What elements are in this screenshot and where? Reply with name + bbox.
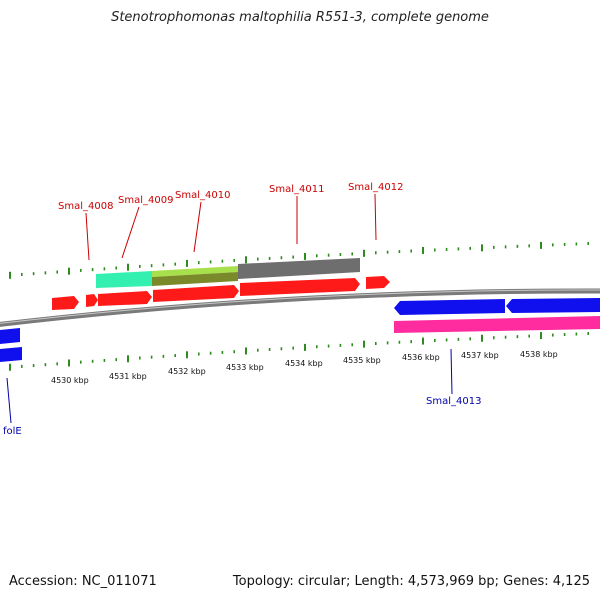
feature-block-gray[interactable]	[238, 258, 360, 279]
genome-backbone-highlight	[0, 289, 600, 324]
scale-label: 4531 kbp	[109, 372, 147, 381]
gene-label-leader	[121, 206, 140, 259]
scale-label: 4530 kbp	[51, 376, 89, 385]
gene-label-smal-4009[interactable]: Smal_4009	[118, 195, 173, 206]
scale-label: 4533 kbp	[226, 363, 264, 372]
cds-arrow[interactable]	[506, 298, 600, 313]
cds-arrow[interactable]	[86, 294, 98, 307]
accession-text: Accession: NC_011071	[9, 574, 157, 589]
cds-arrow[interactable]	[240, 278, 360, 296]
scale-label: 4534 kbp	[285, 359, 323, 368]
cds-arrow[interactable]	[0, 328, 20, 344]
feature-track-lower	[394, 316, 600, 333]
feature-block-yellowgreen[interactable]	[152, 266, 238, 277]
cds-arrow[interactable]	[98, 291, 152, 306]
gene-label-smal-4010[interactable]: Smal_4010	[175, 190, 230, 201]
gene-label-fole[interactable]: folE	[3, 426, 22, 437]
genome-backbone	[0, 288, 600, 327]
genome-summary-text: Topology: circular; Length: 4,573,969 bp…	[232, 574, 590, 589]
scale-label: 4536 kbp	[402, 353, 440, 362]
gene-label-leader	[450, 348, 453, 395]
feature-block-magenta[interactable]	[394, 316, 600, 333]
scale-label: 4532 kbp	[168, 367, 206, 376]
scale-label: 4535 kbp	[343, 356, 381, 365]
gene-label-leader	[85, 212, 90, 261]
scale-label: 4538 kbp	[520, 350, 558, 359]
cds-arrow[interactable]	[394, 299, 505, 315]
forward-cds-track	[52, 276, 390, 310]
gene-label-smal-4013[interactable]: Smal_4013	[426, 396, 481, 407]
cds-arrow[interactable]	[366, 276, 390, 289]
feature-block-teal[interactable]	[96, 271, 152, 288]
gene-label-leader	[374, 193, 377, 241]
reverse-gene-labels: Smal_4013 folE	[3, 348, 481, 437]
cds-arrow[interactable]	[153, 285, 239, 302]
gene-label-smal-4012[interactable]: Smal_4012	[348, 182, 403, 193]
gene-label-smal-4011[interactable]: Smal_4011	[269, 184, 324, 195]
map-title: Stenotrophomonas maltophilia R551-3, com…	[111, 10, 489, 25]
scale-label: 4537 kbp	[461, 351, 499, 360]
feature-block-olive[interactable]	[152, 272, 238, 286]
gene-label-leader	[6, 377, 12, 424]
scale-labels: 4530 kbp 4531 kbp 4532 kbp 4533 kbp 4534…	[51, 350, 558, 385]
forward-tick-track	[9, 241, 590, 279]
cds-arrow[interactable]	[52, 296, 79, 310]
cds-arrow[interactable]	[0, 347, 22, 362]
feature-track-upper	[96, 258, 360, 288]
reverse-cds-track	[0, 298, 600, 362]
gene-label-leader	[193, 201, 202, 253]
gene-label-smal-4008[interactable]: Smal_4008	[58, 201, 113, 212]
forward-gene-labels: Smal_4008 Smal_4009 Smal_4010 Smal_4011 …	[58, 182, 403, 261]
reverse-tick-track	[9, 332, 590, 371]
